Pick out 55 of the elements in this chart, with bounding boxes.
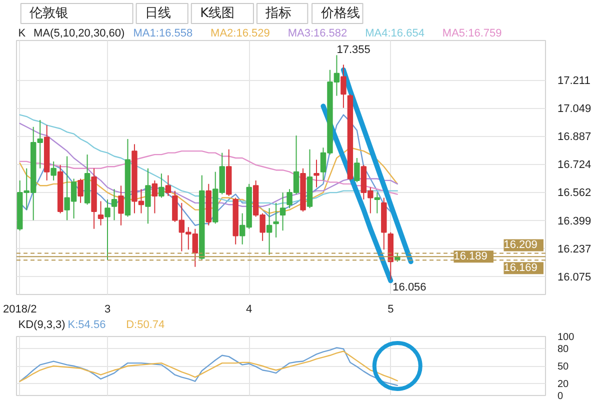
candlestick [280,192,286,232]
candlestick [340,64,346,108]
text: MA5:16.759 [442,28,502,40]
line-series [19,150,398,195]
candlestick [50,160,56,181]
annotation: 17.355 [336,44,370,56]
text: MA4:16.654 [365,28,424,40]
y-tick-label: 16.562 [558,187,592,200]
y-tick-label: 80 [558,344,570,355]
annotation: 16.056 [392,282,426,294]
legend-title: MA(5,10,20,30,60) [34,28,125,40]
text: 伦敦银 [30,6,69,21]
candlestick [98,200,104,226]
candlestick [104,198,110,260]
x-tick-label: 5 [388,304,394,316]
candlestick [354,157,360,183]
y-tick-label: 17.049 [558,103,592,116]
text: 日线 [145,6,172,21]
y-tick-label: 16.075 [558,271,592,284]
y-tick-label: 16.887 [558,131,592,144]
candlestick [266,208,272,256]
candlestick [111,188,118,221]
x-tick-label: 4 [246,304,252,316]
candlestick [374,192,380,214]
y-tick-label: 16.237 [558,243,592,256]
x-tick-label: 2018/2 [3,304,37,316]
chart-title: K [18,28,26,40]
ref-line-label: 16.209 [504,239,538,252]
y-tick-label: 16.399 [558,215,592,228]
text: K线图 [200,6,235,21]
chart-title: KD(9,3,3) [18,319,66,331]
ref-line-label: 16.189 [454,250,488,263]
candlestick [165,174,172,197]
text: 价格线 [320,6,360,21]
text: MA2:16.529 [210,28,270,40]
x-tick-label: 3 [104,304,111,316]
candlestick [145,168,151,224]
y-tick-label: 0 [558,391,564,401]
text: 指标 [264,6,292,21]
y-tick-label: 50 [558,362,570,372]
text: MA3:16.582 [288,28,348,40]
candlestick [152,180,158,214]
candlestick [314,159,320,188]
candlestick [273,202,279,238]
ref-line-label: 16.169 [504,262,538,274]
text: K:54.56 [68,319,106,331]
text: MA1:16.558 [133,28,193,40]
y-tick-label: 20 [558,379,570,390]
candlestick [118,185,124,226]
candlestick [158,173,164,198]
y-tick-label: 16.724 [558,159,592,172]
y-tick-label: 17.211 [558,75,590,88]
text: D:50.74 [126,319,165,331]
y-tick-label: 100 [558,332,575,343]
candlestick [78,178,84,204]
